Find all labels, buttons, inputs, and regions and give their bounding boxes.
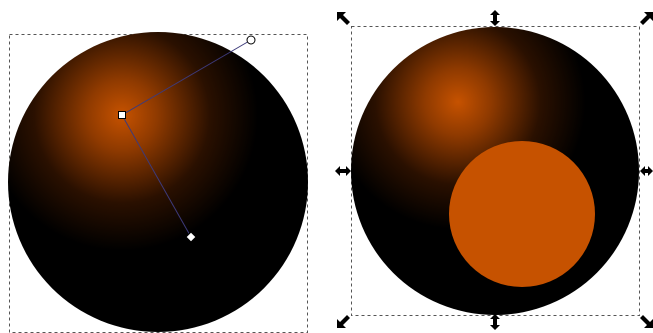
gradient-line-horizontal	[121, 39, 252, 116]
gradient-center-handle[interactable]	[118, 111, 126, 119]
right-inner-orange-circle[interactable]	[449, 141, 595, 287]
scale-handle-ne[interactable]	[640, 12, 653, 25]
scale-handle-n[interactable]	[490, 10, 500, 26]
gradient-radius-handle-horizontal[interactable]	[246, 35, 256, 45]
left-gradient-circle[interactable]	[8, 32, 308, 332]
gradient-line-vertical	[121, 114, 192, 238]
scale-handle-e[interactable]	[640, 166, 653, 176]
scale-handle-w[interactable]	[335, 166, 351, 176]
right-object-group[interactable]	[335, 10, 653, 330]
left-object-group[interactable]	[8, 32, 308, 333]
scale-handle-se[interactable]	[640, 315, 653, 328]
gradient-radius-handle-vertical[interactable]	[185, 231, 197, 243]
scale-handle-nw[interactable]	[337, 12, 350, 25]
scale-handle-s[interactable]	[490, 314, 500, 330]
scale-handle-sw[interactable]	[337, 315, 350, 328]
